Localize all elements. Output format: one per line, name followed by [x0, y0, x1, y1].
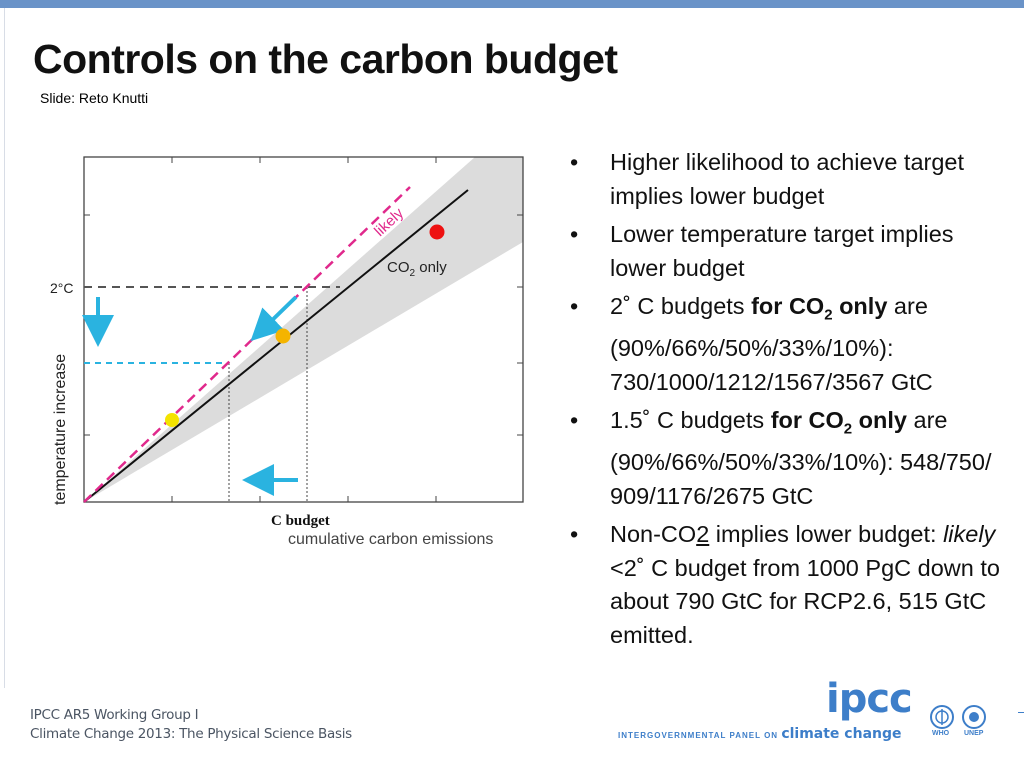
slide-credit: Slide: Reto Knutti	[40, 90, 149, 106]
bullet-item: • Higher likelihood to achieve target im…	[570, 149, 965, 209]
likely-line	[83, 186, 411, 503]
bullet-text: Higher likelihood to achieve target impl…	[610, 149, 965, 209]
arrow-along-line	[250, 295, 298, 342]
yellow-dot-upper	[275, 328, 291, 344]
bullet-text-italic: likely	[943, 521, 996, 548]
bullet-text-post: are (90%/66%/50%/33%/10%): 548/750/ 909/…	[610, 407, 992, 509]
bullet-text-post: are (90%/66%/50%/33%/10%): 730/1000/1212…	[610, 293, 933, 395]
footer-line-2: Climate Change 2013: The Physical Scienc…	[30, 726, 352, 742]
bullet-item: • 2˚ C budgets for CO2 only are (90%/66%…	[570, 293, 933, 395]
bullet-text-pre: 1.5˚ C budgets	[610, 407, 771, 434]
bullet-text-pre: 2˚ C budgets	[610, 293, 752, 319]
axis-ticks	[84, 157, 523, 502]
who-label: WHO	[932, 730, 950, 737]
bullet-item: • Non-CO2 implies lower budget: likely <…	[570, 521, 1000, 648]
bullet-list: • Higher likelihood to achieve target im…	[566, 146, 1016, 657]
y-axis-label: temperature increase	[52, 354, 69, 505]
bullet-text: Lower temperature target implies lower b…	[610, 221, 954, 281]
target-2c-label: 2°C	[50, 280, 74, 296]
uncertainty-band	[84, 157, 523, 502]
carbon-budget-diagram: 2°C likely CO2 only temperature increase…	[50, 156, 524, 548]
co2-only-line	[83, 189, 469, 503]
bullet-text-pre: Non-CO	[610, 521, 697, 548]
co2-only-label: CO2 only	[387, 259, 447, 279]
ipcc-full-name: INTERGOVERNMENTAL PANEL ON climate chang…	[618, 726, 902, 742]
footer-citation: IPCC AR5 Working Group I Climate Change …	[30, 706, 352, 744]
top-accent-bar	[0, 0, 1024, 8]
unep-emblem-icon	[962, 705, 986, 729]
footer-line-1: IPCC AR5 Working Group I	[30, 707, 199, 723]
x-axis-label-bold: C budget	[271, 513, 330, 529]
bullet-text-bold: for CO	[751, 293, 825, 319]
left-border-line	[4, 8, 5, 688]
ipcc-logo: ipcc	[826, 676, 913, 722]
bullet-item: • 1.5˚ C budgets for CO2 only are (90%/6…	[570, 407, 992, 509]
bullet-text-bold: for CO	[770, 407, 844, 434]
unep-label: UNEP	[964, 730, 984, 737]
yellow-dot-lower	[165, 413, 179, 427]
right-edge-mark	[1018, 712, 1024, 713]
bullet-item: • Lower temperature target implies lower…	[570, 221, 954, 281]
red-dot	[429, 224, 445, 240]
who-emblem-icon	[930, 705, 954, 729]
x-axis-label: cumulative carbon emissions	[288, 531, 493, 548]
slide-title: Controls on the carbon budget	[33, 36, 618, 82]
